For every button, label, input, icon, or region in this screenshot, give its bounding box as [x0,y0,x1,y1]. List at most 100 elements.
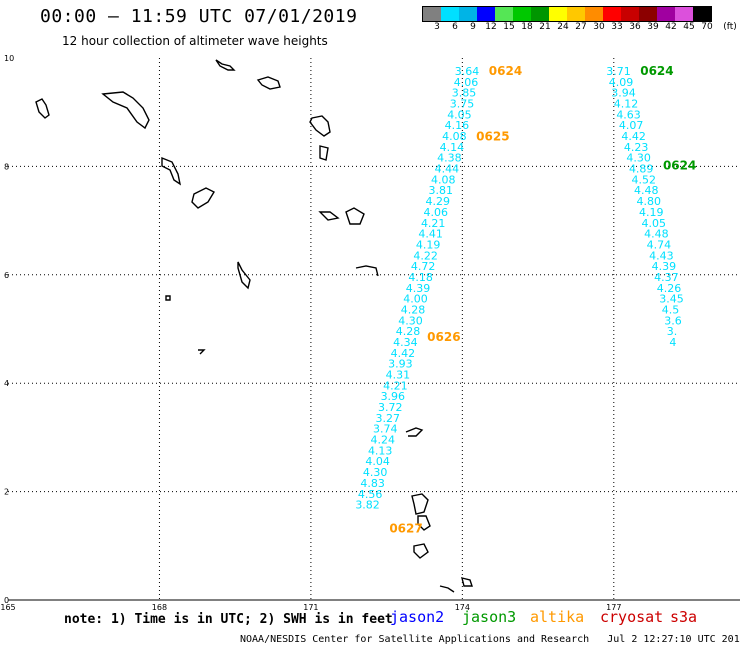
wave-height-value: 4.83 [360,477,385,490]
wave-height-value: 4.30 [363,466,388,479]
island [256,76,281,90]
wave-height-value: 4.08 [442,130,467,143]
legend-swatch [567,7,585,21]
island [198,349,206,355]
island [215,59,236,71]
legend-label: 45 [683,22,695,32]
wave-height-value: 3.85 [452,87,477,100]
wave-height-value: 3.93 [388,358,413,371]
x-tick-label: 174 [455,603,470,612]
wave-height-value: 4.34 [393,336,418,349]
mission-label: altika [530,608,585,626]
wave-height-value: 4.89 [629,163,654,176]
lat-lon-grid [8,58,740,601]
y-tick-label: 4 [4,379,9,388]
wave-height-value: 4.63 [616,108,641,121]
wave-height-value: 4.48 [634,184,659,197]
y-tick-label: 6 [4,271,9,280]
wave-height-value: 4.42 [621,130,646,143]
pass-time-label: 0624 [663,158,696,172]
island [405,427,424,437]
y-tick-label: 2 [4,488,9,497]
x-tick-label: 171 [303,603,318,612]
legend-swatch [459,7,477,21]
island [411,493,429,515]
legend-label: 42 [665,22,677,32]
island [461,577,473,587]
wave-height-value: 3.6 [664,314,682,327]
wave-height-value: 4.44 [435,163,460,176]
wave-height-value: 4.74 [647,238,672,251]
legend-swatch [693,7,711,21]
wave-height-value: 4.30 [398,314,423,327]
wave-height-value: 4.18 [408,271,433,284]
legend-swatch [423,7,441,21]
wave-height-value: 4.08 [431,173,456,186]
wave-height-value: 4.39 [652,260,677,273]
legend-label: 70 [701,22,713,32]
wave-height-value: 4 [669,336,676,349]
generated-timestamp: Jul 2 12:27:10 UTC 2019 [607,634,740,645]
wave-height-value: 3.45 [659,293,684,306]
wave-height-value: 4.05 [642,217,667,230]
wave-height-value: 4.23 [624,141,649,154]
altimeter-tracks: 3.644.063.853.754.054.164.084.144.384.44… [355,64,696,535]
island [165,295,171,301]
mission-label: cryosat [600,608,664,626]
legend-label: 6 [452,22,458,32]
island [191,187,215,209]
wave-height-value: 4.28 [401,303,426,316]
legend-unit: (ft) [723,22,737,32]
island [237,261,251,290]
wave-height-value: 4.38 [437,152,462,165]
island [439,585,455,593]
wave-height-value: 3.72 [378,401,403,414]
wave-height-value: 3.81 [429,184,454,197]
legend-label: 3 [434,22,440,32]
wave-height-value: 4.29 [425,195,450,208]
island [161,156,182,186]
wave-height-value: 3.64 [455,65,480,78]
wave-height-value: 4.39 [406,282,431,295]
legend-swatch [603,7,621,21]
wave-height-value: 4.31 [386,369,411,382]
island [319,145,329,161]
wave-height-value: 4.19 [416,238,441,251]
y-tick-label: 0 [4,596,9,605]
wave-height-value: 4.56 [358,488,383,501]
legend-swatch [513,7,531,21]
wave-height-value: 4.13 [368,444,393,457]
legend-label: 33 [611,22,623,32]
pass-time-label: 0624 [489,64,522,78]
wave-height-value: 4.5 [662,303,680,316]
island [345,207,365,225]
legend-label: 24 [557,22,569,32]
legend-label: 36 [629,22,641,32]
wave-height-value: 4.30 [626,152,651,165]
footer-note: note: 1) Time is in UTC; 2) SWH is in fe… [64,612,393,627]
legend-swatch [549,7,567,21]
island [413,543,429,559]
wave-height-value: 4.42 [391,347,416,360]
island [417,515,431,531]
wave-height-value: 4.37 [654,271,679,284]
wave-height-value: 4.04 [365,455,390,468]
wave-height-value: 4.06 [423,206,448,219]
y-tick-label: 8 [4,162,9,171]
wave-height-value: 3.94 [611,87,636,100]
pass-time-label: 0626 [427,330,460,344]
legend-swatch [441,7,459,21]
footer-credit: NOAA/NESDIS Center for Satellite Applica… [240,634,740,645]
legend-swatch [621,7,639,21]
wave-height-value: 4.72 [411,260,436,273]
legend-swatch [639,7,657,21]
legend-swatch [675,7,693,21]
wave-height-value: 3.74 [373,423,398,436]
legend-label: 12 [485,22,497,32]
wave-height-value: 4.22 [413,249,438,262]
mission-label: jason2 [390,608,445,626]
legend-label: 18 [521,22,533,32]
map-title: 00:00 – 11:59 UTC 07/01/2019 [40,6,358,27]
wave-height-value: 4.48 [644,228,669,241]
